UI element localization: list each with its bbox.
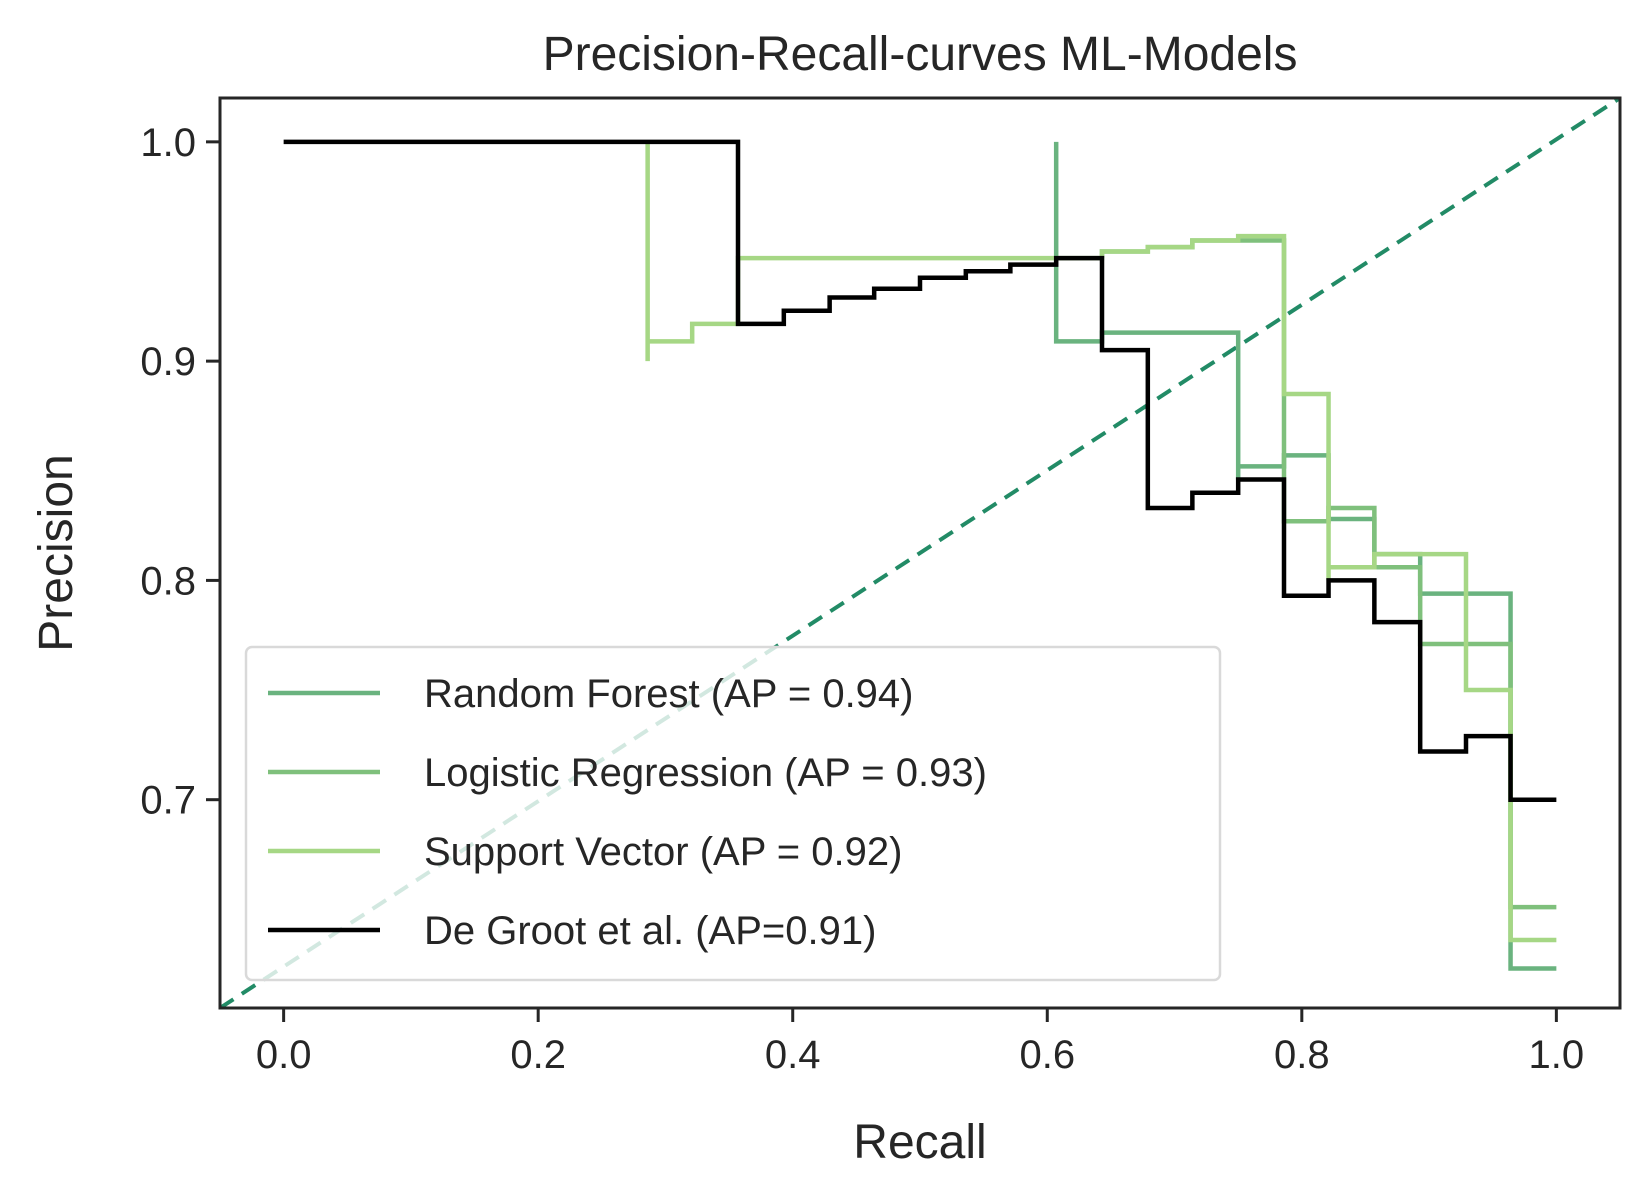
y-axis-label: Precision xyxy=(30,454,83,651)
x-tick-label: 1.0 xyxy=(1529,1033,1585,1077)
x-tick-label: 0.4 xyxy=(765,1033,821,1077)
x-tick-label: 0.0 xyxy=(256,1033,312,1077)
y-tick-label: 0.9 xyxy=(140,340,196,384)
y-tick-label: 1.0 xyxy=(140,121,196,165)
legend-entries: Random Forest (AP = 0.94) Logistic Regres… xyxy=(268,672,987,953)
legend-label-4: De Groot et al. (AP=0.91) xyxy=(424,909,876,953)
series-line-3 xyxy=(645,141,1557,943)
y-axis-ticks: 0.7 0.8 0.9 1.0 xyxy=(140,121,220,823)
plot-area xyxy=(218,96,1622,1010)
y-tick-label: 0.7 xyxy=(140,779,196,823)
x-tick-label: 0.8 xyxy=(1274,1033,1330,1077)
x-axis-label: Recall xyxy=(853,1116,986,1169)
x-tick-label: 0.2 xyxy=(510,1033,566,1077)
y-tick-label: 0.8 xyxy=(140,559,196,603)
legend-label-3: Support Vector (AP = 0.92) xyxy=(424,830,902,874)
legend-label-2: Logistic Regression (AP = 0.93) xyxy=(424,751,987,795)
legend-label-1: Random Forest (AP = 0.94) xyxy=(424,672,914,716)
x-tick-label: 0.6 xyxy=(1019,1033,1075,1077)
chart-title: Precision-Recall-curves ML-Models xyxy=(543,28,1298,81)
legend: Random Forest (AP = 0.94) Logistic Regres… xyxy=(244,645,1222,982)
legend-frame xyxy=(244,645,1222,982)
series-line-4 xyxy=(283,139,1557,802)
data-marks xyxy=(220,98,1620,1008)
plot-frame xyxy=(218,96,1622,1010)
x-axis-ticks: 0.0 0.2 0.4 0.6 0.8 1.0 xyxy=(256,1008,1584,1077)
reference-diagonal-line xyxy=(220,98,1620,1008)
